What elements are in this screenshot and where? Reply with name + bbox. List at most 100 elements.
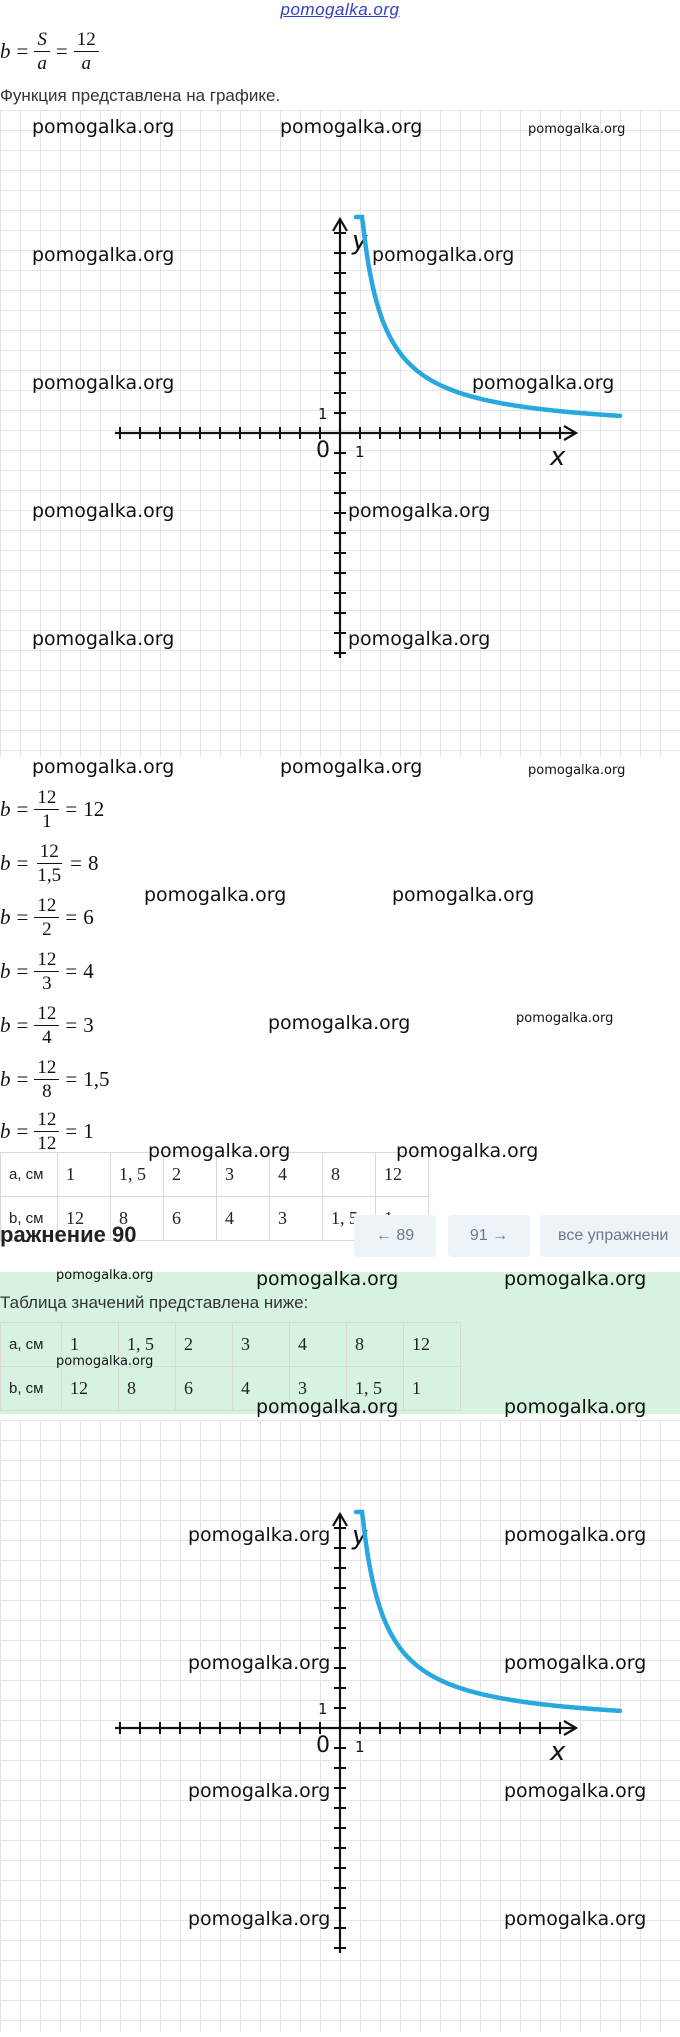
calc-lhs: b	[0, 959, 11, 984]
watermark: pomogalka.org	[504, 1268, 646, 1290]
calc-result: 8	[88, 851, 99, 876]
calc-result: 3	[83, 1013, 94, 1038]
watermark: pomogalka.org	[504, 1396, 646, 1418]
watermark: pomogalka.org	[32, 628, 174, 650]
calc-denominator: 8	[39, 1080, 55, 1101]
equals-sign: =	[17, 1067, 29, 1092]
equals-sign: =	[70, 851, 82, 876]
watermark: pomogalka.org	[268, 1012, 410, 1034]
table-header-a: a, см	[1, 1153, 58, 1197]
equals-sign: =	[65, 1119, 77, 1144]
x-axis-label: x	[549, 442, 566, 472]
watermark: pomogalka.org	[188, 1908, 330, 1930]
calc-denominator: 1,5	[34, 864, 64, 885]
table-header-a: a, см	[1, 1323, 62, 1367]
fraction-numerator: S	[34, 30, 50, 52]
equals-sign: =	[65, 959, 77, 984]
prev-exercise-button[interactable]: ← 89	[354, 1215, 436, 1257]
table-cell: 6	[176, 1367, 233, 1411]
watermark: pomogalka.org	[32, 372, 174, 394]
table-cell: 8	[323, 1153, 376, 1197]
exercise-title: ражнение 90	[0, 1222, 136, 1248]
calc-lhs: b	[0, 1013, 11, 1038]
table-cell: 12	[62, 1367, 119, 1411]
fraction-12-over-a: 12 a	[74, 30, 99, 73]
fraction-s-over-a: S a	[34, 30, 50, 73]
equals-sign: =	[65, 905, 77, 930]
fraction-denominator: a	[34, 52, 50, 73]
watermark: pomogalka.org	[396, 1140, 538, 1162]
equals-sign: =	[17, 1119, 29, 1144]
calc-lhs: b	[0, 797, 11, 822]
table-cell: 8	[119, 1367, 176, 1411]
site-link[interactable]: pomogalka.org	[0, 0, 680, 20]
watermark: pomogalka.org	[56, 1268, 153, 1283]
watermark: pomogalka.org	[32, 116, 174, 138]
watermark: pomogalka.org	[148, 1140, 290, 1162]
calc-denominator: 4	[39, 1026, 55, 1047]
watermark: pomogalka.org	[528, 763, 625, 778]
x-tick-label: 1	[355, 443, 365, 461]
y-tick-label: 1	[318, 1700, 328, 1718]
watermark: pomogalka.org	[188, 1524, 330, 1546]
equals-sign: =	[65, 797, 77, 822]
watermark: pomogalka.org	[32, 244, 174, 266]
next-exercise-button[interactable]: 91 →	[448, 1215, 530, 1257]
calc-lhs: b	[0, 851, 11, 876]
equals-sign: =	[65, 1067, 77, 1092]
x-tick-label: 1	[355, 1738, 365, 1756]
watermark: pomogalka.org	[32, 500, 174, 522]
calc-denominator: 2	[39, 918, 55, 939]
table-cell: 12	[404, 1323, 461, 1367]
table-cell: 8	[347, 1323, 404, 1367]
calc-denominator: 1	[39, 810, 55, 831]
watermark: pomogalka.org	[188, 1780, 330, 1802]
watermark: pomogalka.org	[144, 884, 286, 906]
watermark: pomogalka.org	[504, 1908, 646, 1930]
watermark: pomogalka.org	[516, 1011, 613, 1026]
watermark: pomogalka.org	[32, 756, 174, 778]
calc-result: 1,5	[83, 1067, 109, 1092]
equals-sign: =	[17, 851, 29, 876]
equals-sign: =	[65, 1013, 77, 1038]
watermark: pomogalka.org	[504, 1652, 646, 1674]
watermark: pomogalka.org	[472, 372, 614, 394]
table-cell: 3	[270, 1197, 323, 1241]
calc-denominator: 12	[34, 1132, 59, 1153]
watermark: pomogalka.org	[372, 244, 514, 266]
origin-label: 0	[316, 1733, 330, 1758]
table-cell: 4	[217, 1197, 270, 1241]
x-axis-label: x	[549, 1737, 566, 1767]
table-header-b: b, см	[1, 1367, 62, 1411]
watermark: pomogalka.org	[348, 628, 490, 650]
calc-numerator: 12	[37, 842, 62, 864]
table-cell: 1	[58, 1153, 111, 1197]
watermark: pomogalka.org	[56, 1354, 153, 1369]
origin-label: 0	[316, 438, 330, 463]
table-cell: 3	[233, 1323, 290, 1367]
watermark: pomogalka.org	[256, 1268, 398, 1290]
table-cell: 6	[164, 1197, 217, 1241]
calc-result: 4	[83, 959, 94, 984]
watermark: pomogalka.org	[348, 500, 490, 522]
all-exercises-button[interactable]: все упражнени	[540, 1215, 680, 1257]
calc-numerator: 12	[34, 950, 59, 972]
top-formula: b = S a = 12 a	[0, 30, 99, 73]
formula-lhs: b	[0, 39, 11, 64]
table-cell: 4	[290, 1323, 347, 1367]
calc-result: 1	[83, 1119, 94, 1144]
fraction-numerator: 12	[74, 30, 99, 52]
calc-lhs: b	[0, 1067, 11, 1092]
